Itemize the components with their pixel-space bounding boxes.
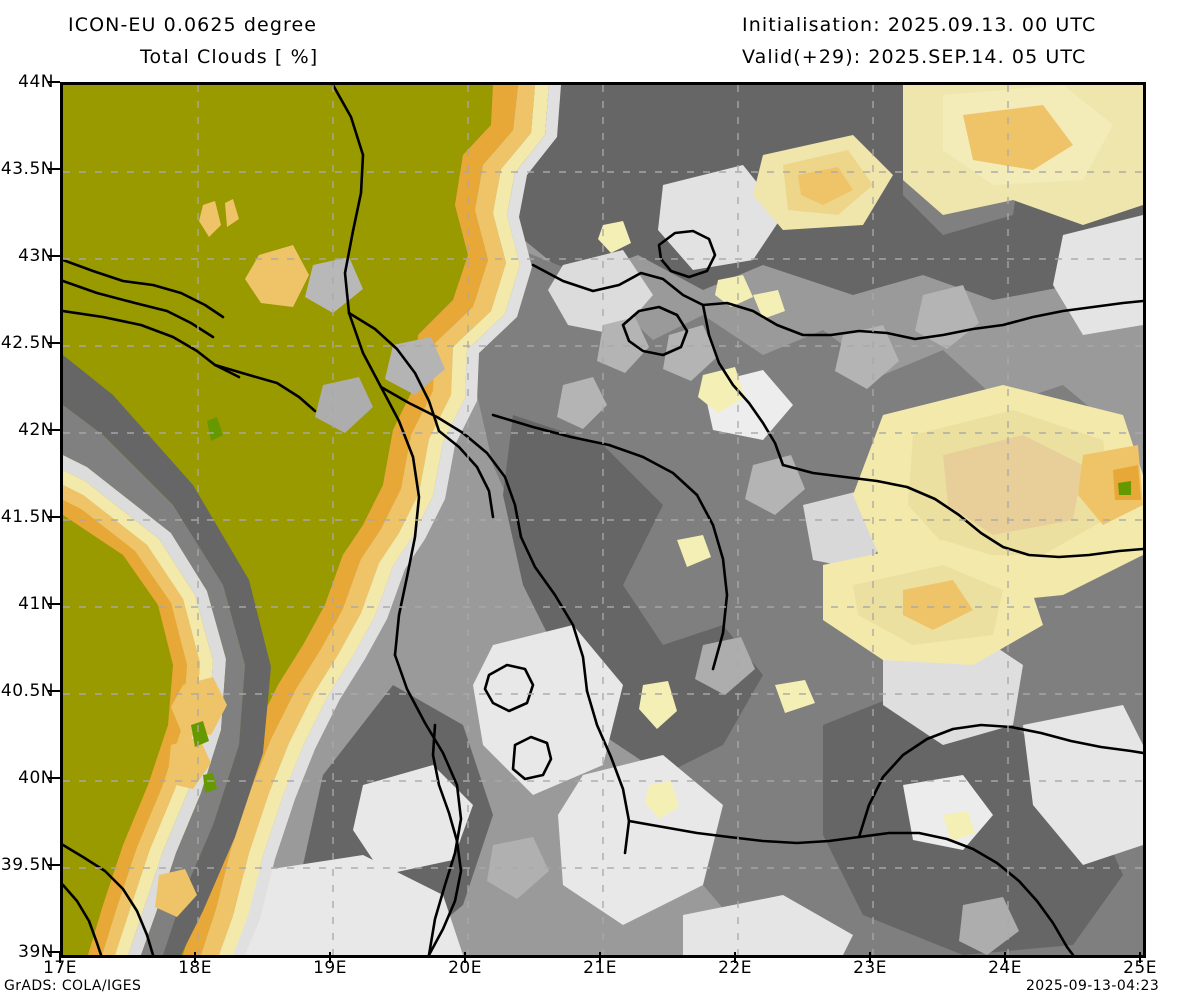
latitude-tick-mark: [48, 516, 60, 518]
longitude-tick-label: 22E: [718, 958, 752, 978]
valid-time: Valid(+29): 2025.SEP.14. 05 UTC: [742, 46, 1087, 68]
longitude-tick-label: 23E: [853, 958, 887, 978]
initialisation-time: Initialisation: 2025.09.13. 00 UTC: [742, 14, 1097, 36]
longitude-tick-label: 17E: [43, 958, 77, 978]
latitude-tick-label: 42N: [18, 420, 54, 440]
latitude-tick-label: 44N: [18, 72, 54, 92]
longitude-tick-mark: [1139, 952, 1141, 963]
model-title: ICON-EU 0.0625 degree: [68, 14, 318, 36]
latitude-tick-mark: [48, 951, 60, 953]
longitude-tick-mark: [1004, 952, 1006, 963]
latitude-tick-label: 43N: [18, 246, 54, 266]
latitude-tick-label: 40N: [18, 768, 54, 788]
latitude-tick-label: 41.5N: [0, 507, 54, 527]
latitude-tick-mark: [48, 255, 60, 257]
field-title: Total Clouds [ %]: [140, 46, 319, 68]
longitude-tick-mark: [869, 952, 871, 963]
latitude-tick-label: 41N: [18, 594, 54, 614]
latitude-tick-mark: [48, 864, 60, 866]
latitude-tick-mark: [48, 81, 60, 83]
latitude-tick-label: 39.5N: [0, 855, 54, 875]
cloud-cover-map: [63, 85, 1143, 955]
latitude-tick-label: 42.5N: [0, 333, 54, 353]
latitude-tick-label: 40.5N: [0, 681, 54, 701]
longitude-tick-label: 24E: [988, 958, 1022, 978]
map-plot-area: [60, 82, 1146, 958]
longitude-tick-mark: [464, 952, 466, 963]
latitude-tick-mark: [48, 603, 60, 605]
latitude-tick-mark: [48, 690, 60, 692]
latitude-tick-label: 43.5N: [0, 159, 54, 179]
longitude-tick-mark: [59, 952, 61, 963]
longitude-tick-mark: [194, 952, 196, 963]
render-timestamp: 2025-09-13-04:23: [1026, 978, 1160, 994]
latitude-tick-label: 39N: [18, 942, 54, 962]
longitude-tick-label: 21E: [583, 958, 617, 978]
grads-credit: GrADS: COLA/IGES: [4, 978, 142, 994]
longitude-tick-mark: [734, 952, 736, 963]
latitude-tick-mark: [48, 342, 60, 344]
longitude-tick-mark: [329, 952, 331, 963]
longitude-tick-label: 19E: [313, 958, 347, 978]
longitude-tick-label: 18E: [178, 958, 212, 978]
longitude-tick-label: 25E: [1123, 958, 1157, 978]
longitude-tick-mark: [599, 952, 601, 963]
longitude-tick-label: 20E: [448, 958, 482, 978]
latitude-tick-mark: [48, 777, 60, 779]
latitude-tick-mark: [48, 429, 60, 431]
latitude-tick-mark: [48, 168, 60, 170]
